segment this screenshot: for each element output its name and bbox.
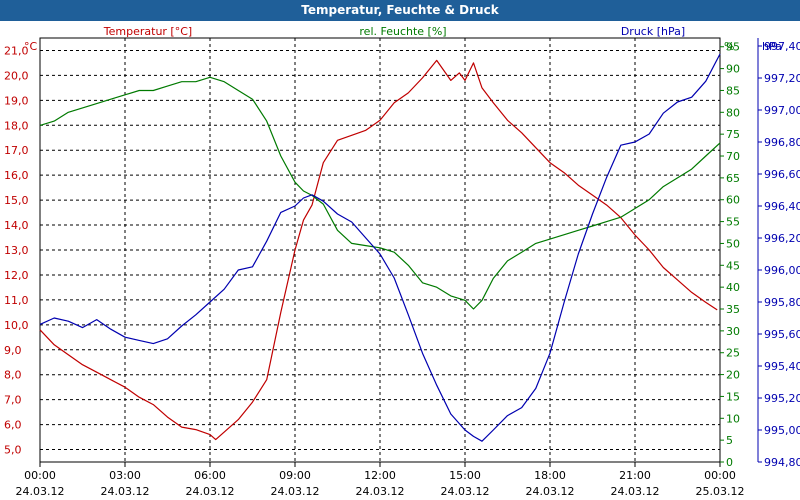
humidity-tick-label: 90: [726, 63, 740, 76]
temperature-tick-label: 16,0: [4, 169, 29, 182]
x-tick-time: 18:00: [534, 469, 566, 482]
humidity-tick-label: 40: [726, 281, 740, 294]
humidity-tick-label: 15: [726, 390, 740, 403]
pressure-tick-label: 995,60: [764, 328, 800, 341]
series-line-temperature: [39, 59, 718, 441]
temperature-tick-label: 12,0: [4, 269, 29, 282]
temperature-tick-label: 20,0: [4, 69, 29, 82]
humidity-tick-label: 55: [726, 216, 740, 229]
pressure-tick-label: 997,20: [764, 72, 800, 85]
humidity-tick-label: 70: [726, 150, 740, 163]
humidity-tick-label: 75: [726, 128, 740, 141]
humidity-tick-label: 45: [726, 259, 740, 272]
humidity-tick-label: 0: [726, 456, 733, 469]
temperature-unit: °C: [24, 40, 38, 53]
x-tick-time: 15:00: [449, 469, 481, 482]
humidity-tick-label: 85: [726, 84, 740, 97]
temperature-tick-label: 11,0: [4, 294, 29, 307]
temperature-tick-label: 14,0: [4, 219, 29, 232]
x-tick-date: 24.03.12: [526, 485, 575, 498]
x-tick-date: 24.03.12: [101, 485, 150, 498]
temperature-tick-label: 13,0: [4, 244, 29, 257]
legend-humidity: rel. Feuchte [%]: [359, 25, 446, 38]
pressure-tick-label: 996,00: [764, 264, 800, 277]
x-tick-time: 03:00: [109, 469, 141, 482]
pressure-tick-label: 997,40: [764, 40, 800, 53]
x-tick-date: 25.03.12: [696, 485, 745, 498]
x-tick-time: 00:00: [24, 469, 56, 482]
pressure-tick-label: 996,80: [764, 136, 800, 149]
temperature-tick-label: 18,0: [4, 119, 29, 132]
humidity-tick-label: 50: [726, 237, 740, 250]
temperature-tick-label: 5,0: [4, 444, 22, 457]
pressure-unit: hPa: [762, 40, 782, 53]
x-tick-date: 24.03.12: [611, 485, 660, 498]
series-line-pressure: [39, 53, 721, 442]
legend-pressure: Druck [hPa]: [621, 25, 685, 38]
temperature-tick-label: 19,0: [4, 94, 29, 107]
x-tick-time: 12:00: [364, 469, 396, 482]
series-line-humidity: [39, 76, 721, 310]
x-tick-date: 24.03.12: [441, 485, 490, 498]
humidity-tick-label: 25: [726, 347, 740, 360]
legend-temperature: Temperatur [°C]: [103, 25, 192, 38]
pressure-tick-label: 994,80: [764, 456, 800, 469]
humidity-tick-label: 20: [726, 369, 740, 382]
humidity-tick-label: 80: [726, 106, 740, 119]
pressure-tick-label: 996,40: [764, 200, 800, 213]
temperature-tick-label: 6,0: [4, 419, 22, 432]
humidity-tick-label: 10: [726, 412, 740, 425]
temperature-tick-label: 10,0: [4, 319, 29, 332]
humidity-tick-label: 30: [726, 325, 740, 338]
x-tick-date: 24.03.12: [16, 485, 65, 498]
x-tick-time: 00:00: [704, 469, 736, 482]
x-tick-time: 21:00: [619, 469, 651, 482]
temperature-tick-label: 17,0: [4, 144, 29, 157]
temperature-tick-label: 21,0: [4, 44, 29, 57]
humidity-tick-label: 65: [726, 172, 740, 185]
pressure-tick-label: 995,80: [764, 296, 800, 309]
temperature-tick-label: 8,0: [4, 369, 22, 382]
x-tick-date: 24.03.12: [356, 485, 405, 498]
x-tick-date: 24.03.12: [186, 485, 235, 498]
x-tick-time: 06:00: [194, 469, 226, 482]
humidity-tick-label: 35: [726, 303, 740, 316]
x-tick-time: 09:00: [279, 469, 311, 482]
temperature-tick-label: 7,0: [4, 394, 22, 407]
pressure-tick-label: 995,40: [764, 360, 800, 373]
pressure-tick-label: 997,00: [764, 104, 800, 117]
temperature-tick-label: 15,0: [4, 194, 29, 207]
pressure-tick-label: 995,00: [764, 424, 800, 437]
pressure-tick-label: 996,20: [764, 232, 800, 245]
humidity-tick-label: 60: [726, 194, 740, 207]
pressure-tick-label: 995,20: [764, 392, 800, 405]
humidity-tick-label: 5: [726, 434, 733, 447]
temperature-tick-label: 9,0: [4, 344, 22, 357]
window-title: Temperatur, Feuchte & Druck: [0, 0, 800, 21]
x-tick-date: 24.03.12: [271, 485, 320, 498]
pressure-tick-label: 996,60: [764, 168, 800, 181]
humidity-unit: %: [724, 40, 734, 53]
humidity-tick-label: 95: [726, 41, 740, 54]
